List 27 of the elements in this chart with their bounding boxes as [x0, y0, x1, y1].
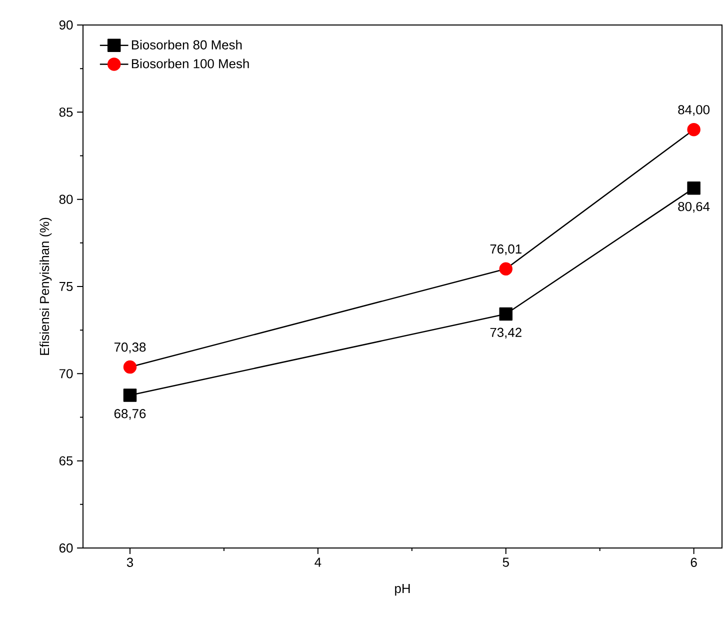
x-tick-label: 6 — [690, 558, 697, 567]
y-tick-label: 70 — [59, 369, 73, 378]
point — [123, 360, 137, 374]
data-label: 70,38 — [114, 342, 146, 354]
data-label: 76,01 — [490, 244, 522, 256]
y-tick-label: 60 — [59, 543, 73, 553]
x-tick-label: 3 — [126, 558, 134, 567]
point — [499, 307, 513, 321]
legend-label: Biosorben 100 Mesh — [132, 58, 249, 68]
point — [499, 262, 513, 276]
y-axis-title: Efisiensi Penyisihan (%) — [40, 218, 52, 355]
x-tick-label: 4 — [314, 558, 322, 567]
data-label: 68,76 — [114, 409, 146, 420]
x-tick-label: 5 — [502, 558, 509, 567]
point — [687, 182, 700, 195]
x-axis-title: pH — [395, 584, 410, 596]
y-tick-label: 65 — [59, 456, 73, 466]
y-tick-label: 85 — [59, 108, 73, 117]
y-tick-label: 75 — [59, 282, 73, 291]
point — [687, 122, 700, 136]
y-tick-label: 90 — [59, 20, 73, 30]
point — [123, 388, 137, 402]
data-label: 73,42 — [490, 328, 522, 339]
legend-label: Biosorben 80 Mesh — [132, 40, 242, 50]
data-label: 80,64 — [678, 202, 710, 213]
y-tick-label: 80 — [59, 194, 73, 204]
data-label: 84,00 — [678, 105, 710, 116]
